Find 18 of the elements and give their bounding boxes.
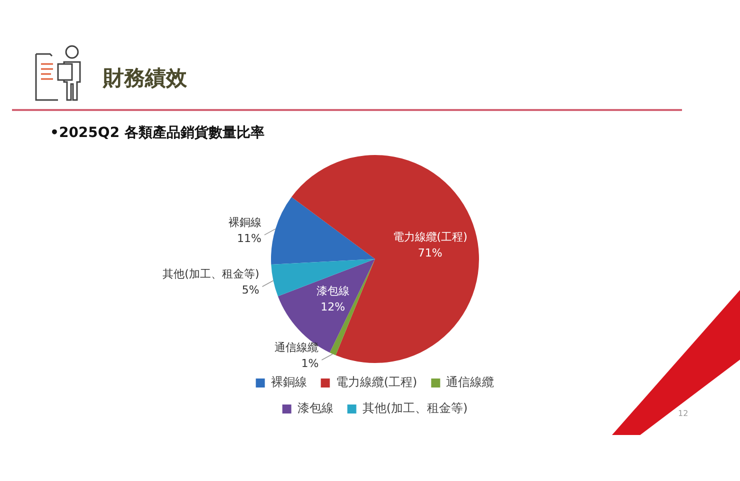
legend-label: 其他(加工、租金等) bbox=[362, 401, 468, 416]
slice-label: 其他(加工、租金等) bbox=[162, 267, 260, 280]
legend-label: 漆包線 bbox=[297, 401, 334, 416]
data-label: 1% bbox=[301, 356, 319, 370]
data-label: 5% bbox=[242, 283, 260, 296]
slice-label: 通信線纜 bbox=[274, 340, 319, 354]
data-label: 71% bbox=[418, 246, 442, 260]
slice-label: 電力線纜(工程) bbox=[392, 230, 468, 244]
legend-label: 電力線纜(工程) bbox=[336, 375, 418, 390]
slice-label: 裸銅線 bbox=[228, 216, 262, 229]
chart-title: 財務績效 bbox=[103, 65, 187, 92]
slice-label: 漆包線 bbox=[316, 284, 350, 298]
legend-label: 通信線纜 bbox=[446, 375, 494, 390]
text: 12 bbox=[678, 409, 688, 418]
data-label: 11% bbox=[236, 232, 262, 245]
legend-label: 裸銅線 bbox=[270, 375, 307, 390]
chart-subtitle: •2025Q2 各類產品銷貨數量比率 bbox=[50, 124, 264, 142]
data-label: 12% bbox=[320, 300, 346, 314]
